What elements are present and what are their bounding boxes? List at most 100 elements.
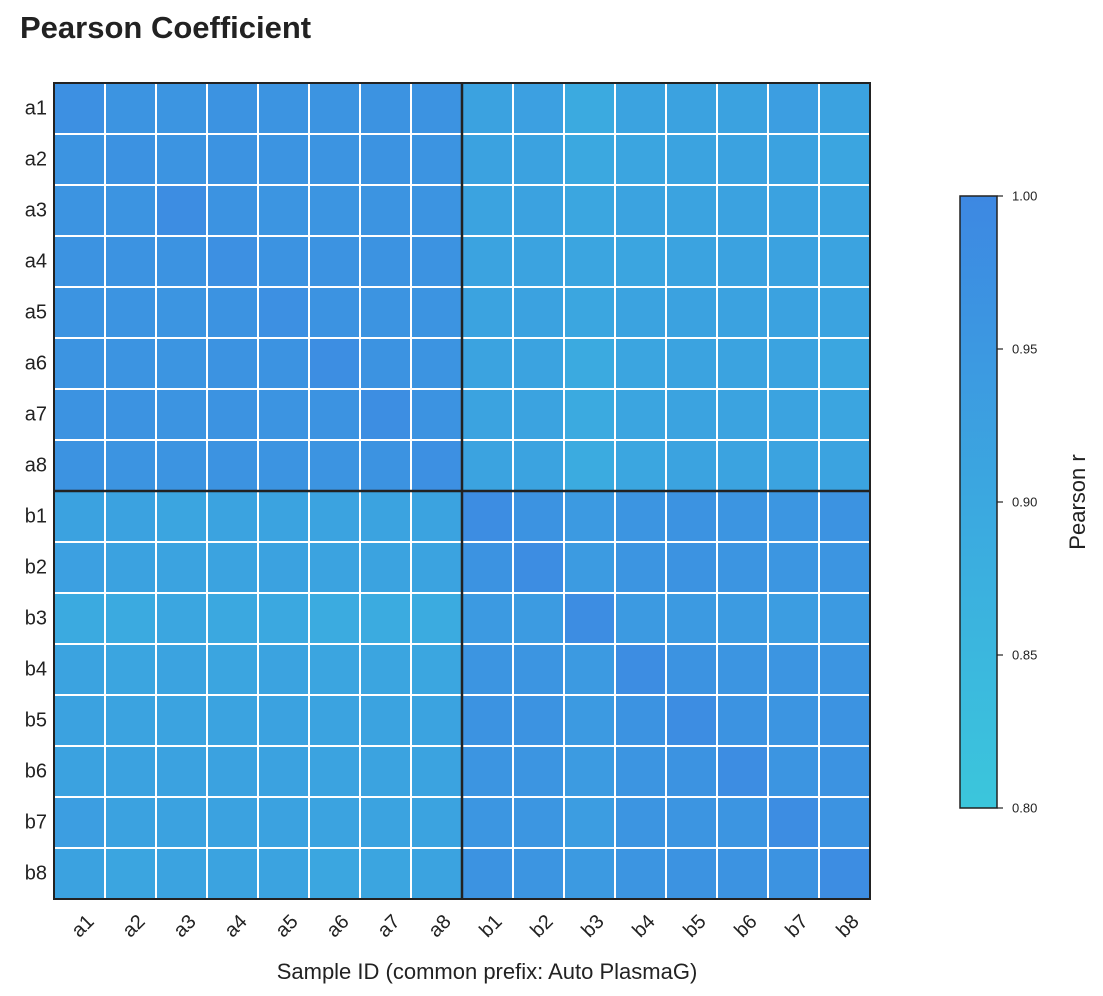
x-tick-label-b5: b5: [679, 911, 710, 942]
heatmap-cell-b4-a5: [257, 643, 310, 696]
heatmap-cell-a7-b4: [614, 388, 667, 441]
heatmap-cell-b7-a7: [359, 796, 412, 849]
y-axis-ticks: a1 a2 a3 a4 a5 a6 a7 a8 b1 b2 b3 b4 b5 b6 b7 b8: [25, 98, 47, 885]
heatmap-border: [53, 82, 871, 900]
colorbar-tick-label: 0.95: [1012, 342, 1037, 357]
heatmap-cell-a6-a8: [410, 337, 463, 390]
heatmap-cell-a5-a2: [104, 286, 157, 339]
heatmap-cell-a4-b8: [818, 235, 871, 288]
heatmap-cell-b7-a4: [206, 796, 259, 849]
heatmap-cell-b2-b1: [461, 541, 514, 594]
heatmap-cell-a1-b8: [818, 82, 871, 135]
heatmap-cell-b6-a4: [206, 745, 259, 798]
heatmap-cell-b6-a6: [308, 745, 361, 798]
heatmap-cell-b3-a6: [308, 592, 361, 645]
y-tick-label-b1: b1: [25, 506, 47, 528]
heatmap-cell-b3-b2: [512, 592, 565, 645]
y-tick-label-a6: a6: [25, 353, 47, 375]
heatmap-cell-b5-b5: [665, 694, 718, 747]
heatmap-cells: [53, 82, 871, 900]
heatmap-cell-b3-b8: [818, 592, 871, 645]
heatmap-cell-a1-b2: [512, 82, 565, 135]
heatmap-cell-b1-a8: [410, 490, 463, 543]
heatmap-cell-b1-a1: [53, 490, 106, 543]
heatmap-cell-a2-a4: [206, 133, 259, 186]
heatmap-cell-a2-b7: [767, 133, 820, 186]
heatmap-cell-b8-b2: [512, 847, 565, 900]
group-separators: [53, 82, 871, 900]
heatmap-cell-b5-a1: [53, 694, 106, 747]
heatmap-cell-a4-a3: [155, 235, 208, 288]
heatmap-cell-a2-b6: [716, 133, 769, 186]
heatmap-cell-b1-a2: [104, 490, 157, 543]
heatmap-cell-b4-b8: [818, 643, 871, 696]
heatmap-cell-a3-b3: [563, 184, 616, 237]
heatmap-cell-b8-b8: [818, 847, 871, 900]
heatmap-cell-b6-a3: [155, 745, 208, 798]
heatmap-cell-a7-b1: [461, 388, 514, 441]
heatmap-cell-a8-b7: [767, 439, 820, 492]
heatmap-cell-a2-a5: [257, 133, 310, 186]
heatmap-cell-b4-a1: [53, 643, 106, 696]
heatmap-cell-b3-b1: [461, 592, 514, 645]
heatmap-cell-a7-a8: [410, 388, 463, 441]
heatmap-cell-a3-b2: [512, 184, 565, 237]
heatmap-cell-a8-b8: [818, 439, 871, 492]
colorbar-label: Pearson r: [1065, 454, 1090, 549]
heatmap-cell-b6-b3: [563, 745, 616, 798]
heatmap-cell-b7-a5: [257, 796, 310, 849]
heatmap-cell-a5-a1: [53, 286, 106, 339]
heatmap-cell-b4-b2: [512, 643, 565, 696]
heatmap-cell-a1-a1: [53, 82, 106, 135]
heatmap-cell-a7-b6: [716, 388, 769, 441]
heatmap-cell-a7-a1: [53, 388, 106, 441]
heatmap-cell-b7-b7: [767, 796, 820, 849]
heatmap-cell-a4-a1: [53, 235, 106, 288]
heatmap-cell-a2-a7: [359, 133, 412, 186]
heatmap-cell-b3-b3: [563, 592, 616, 645]
heatmap-cell-b1-b6: [716, 490, 769, 543]
heatmap-cell-b8-b7: [767, 847, 820, 900]
heatmap-cell-b5-b7: [767, 694, 820, 747]
heatmap-cell-b4-b6: [716, 643, 769, 696]
y-tick-label-b8: b8: [25, 863, 47, 885]
heatmap-cell-a4-b7: [767, 235, 820, 288]
heatmap-cell-b5-a5: [257, 694, 310, 747]
heatmap-cell-a3-a7: [359, 184, 412, 237]
heatmap-cell-a8-a5: [257, 439, 310, 492]
heatmap-cell-b5-a4: [206, 694, 259, 747]
y-tick-label-a2: a2: [25, 149, 47, 171]
heatmap-cell-b2-b8: [818, 541, 871, 594]
heatmap-cell-b3-b7: [767, 592, 820, 645]
y-tick-label-b4: b4: [25, 659, 47, 681]
heatmap-cell-a6-b7: [767, 337, 820, 390]
heatmap-cell-a1-b7: [767, 82, 820, 135]
x-tick-label-a4: a4: [220, 911, 251, 942]
heatmap-cell-b2-a1: [53, 541, 106, 594]
heatmap-cell-a6-a4: [206, 337, 259, 390]
heatmap-cell-b4-a6: [308, 643, 361, 696]
heatmap-cell-a6-a7: [359, 337, 412, 390]
heatmap-cell-a3-b5: [665, 184, 718, 237]
heatmap-cell-b5-a6: [308, 694, 361, 747]
heatmap-cell-b6-b7: [767, 745, 820, 798]
heatmap-cell-b1-b3: [563, 490, 616, 543]
heatmap-cell-a8-a4: [206, 439, 259, 492]
heatmap-cell-a3-b4: [614, 184, 667, 237]
heatmap-cell-a3-a4: [206, 184, 259, 237]
heatmap-cell-b7-b1: [461, 796, 514, 849]
colorbar: 1.00 0.95 0.90 0.85 0.80 Pearson r: [959, 189, 1090, 816]
heatmap-cell-b5-b6: [716, 694, 769, 747]
heatmap-cell-b7-a1: [53, 796, 106, 849]
heatmap-cell-a8-a1: [53, 439, 106, 492]
heatmap-cell-a6-a5: [257, 337, 310, 390]
heatmap-cell-a7-a5: [257, 388, 310, 441]
heatmap-cell-b7-b8: [818, 796, 871, 849]
y-tick-label-a5: a5: [25, 302, 47, 324]
heatmap-cell-a7-b2: [512, 388, 565, 441]
heatmap-cell-a5-b2: [512, 286, 565, 339]
heatmap-cell-a8-a2: [104, 439, 157, 492]
heatmap-cell-b5-b2: [512, 694, 565, 747]
heatmap-cell-b2-b3: [563, 541, 616, 594]
heatmap-cell-a8-b4: [614, 439, 667, 492]
